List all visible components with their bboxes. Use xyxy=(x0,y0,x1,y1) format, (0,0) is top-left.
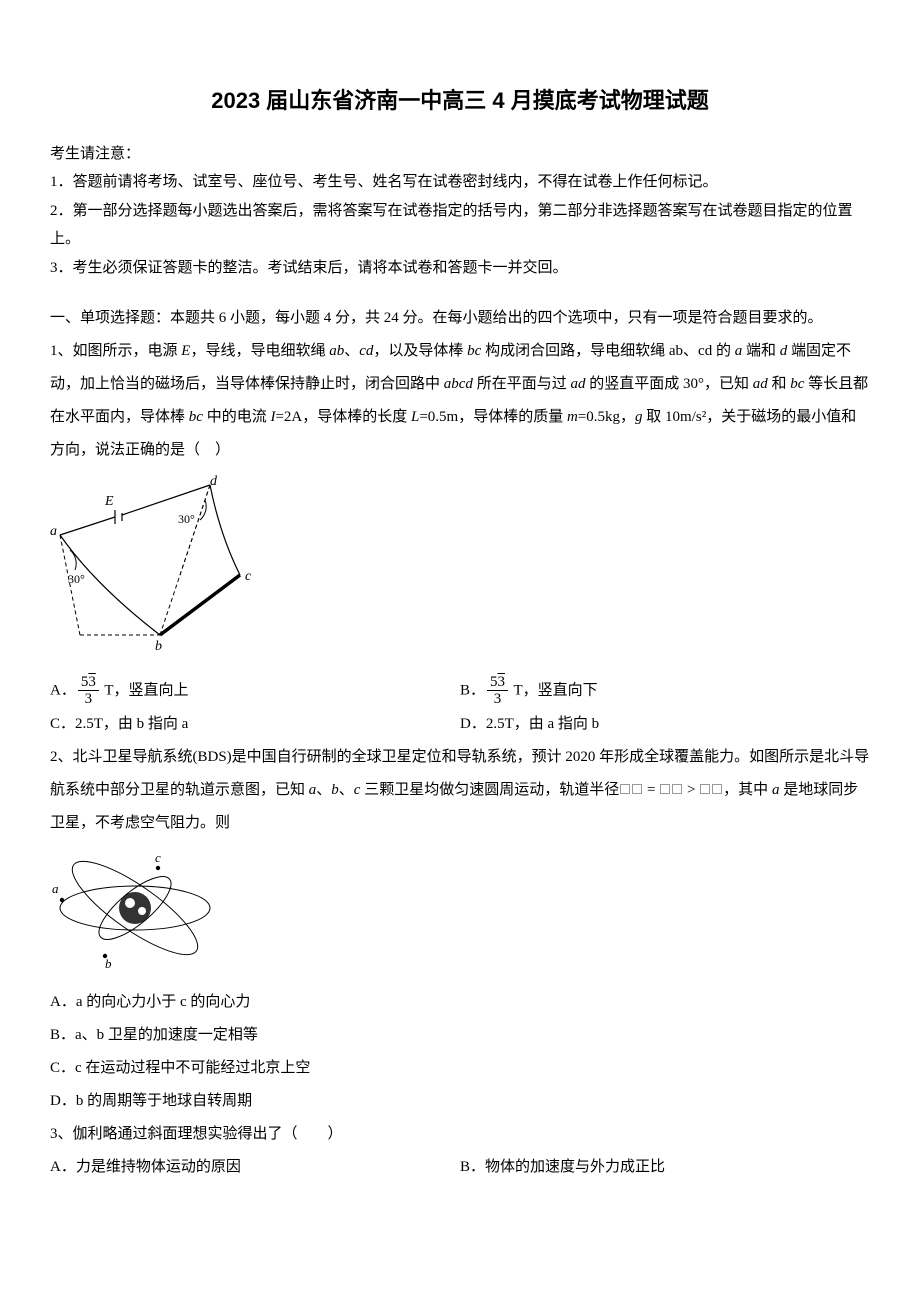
q1-text: 端和 xyxy=(742,343,780,359)
q1-var-ad2: ad xyxy=(753,376,768,392)
q1-var-bc3: bc xyxy=(189,409,203,425)
q1-text: =2A，导体棒的长度 xyxy=(275,409,411,425)
q1-option-b: B．533 T，竖直向下 xyxy=(460,674,870,708)
q1-var-ab: ab xyxy=(329,343,344,359)
label-c: c xyxy=(245,569,252,584)
question-3-options: A．力是维持物体运动的原因 B．物体的加速度与外力成正比 xyxy=(50,1151,870,1184)
q1-text: =0.5kg， xyxy=(578,409,635,425)
q1-text: ，导线，导电细软绳 xyxy=(190,343,329,359)
placeholder-icon xyxy=(672,784,682,794)
q1-text: ，以及导体棒 xyxy=(373,343,467,359)
fraction: 533 xyxy=(78,674,99,708)
label-a: a xyxy=(50,524,57,539)
q1-var-bc2: bc xyxy=(790,376,804,392)
opt-unit: T，竖直向下 xyxy=(510,682,598,698)
q1-var-g: g xyxy=(635,409,643,425)
q3-option-b: B．物体的加速度与外力成正比 xyxy=(460,1151,870,1184)
frac-num-sqrt: 3 xyxy=(498,674,506,690)
q3-option-a: A．力是维持物体运动的原因 xyxy=(50,1151,460,1184)
q1-text: 的 xyxy=(712,343,735,359)
section-1-heading: 一、单项选择题：本题共 6 小题，每小题 4 分，共 24 分。在每小题给出的四… xyxy=(50,302,870,335)
q1-var-ab2: ab xyxy=(669,343,683,359)
q1-text: 和 xyxy=(768,376,791,392)
q1-var-bc: bc xyxy=(467,343,481,359)
opt-unit: T，竖直向上 xyxy=(101,682,189,698)
notice-item-2: 2．第一部分选择题每小题选出答案后，需将答案写在试卷指定的括号内，第二部分非选择… xyxy=(50,197,870,254)
label-E: E xyxy=(104,494,114,509)
q2-text: 、 xyxy=(339,782,354,798)
placeholder-icon xyxy=(632,784,642,794)
frac-num-coef: 5 xyxy=(490,674,498,690)
label-angle2: 30° xyxy=(178,512,195,526)
q2-var-b: b xyxy=(331,782,339,798)
question-2-options: A．a 的向心力小于 c 的向心力 B．a、b 卫星的加速度一定相等 C．c 在… xyxy=(50,986,870,1118)
q1-text: 1、如图所示，电源 xyxy=(50,343,181,359)
q1-option-c: C．2.5T，由 b 指向 a xyxy=(50,708,460,741)
q1-var-abcd: abcd xyxy=(444,376,473,392)
page-title: 2023 届山东省济南一中高三 4 月摸底考试物理试题 xyxy=(50,80,870,122)
label-c: c xyxy=(155,850,161,865)
placeholder-icon xyxy=(620,784,630,794)
q1-text: 的竖直平面成 30°，已知 xyxy=(585,376,752,392)
frac-den: 3 xyxy=(78,691,99,708)
q1-var-cd2: cd xyxy=(698,343,712,359)
opt-prefix: B． xyxy=(460,682,485,698)
question-1-options-row1: A．533 T，竖直向上 B．533 T，竖直向下 xyxy=(50,674,870,708)
q2-text: ，其中 xyxy=(723,782,772,798)
label-b: b xyxy=(105,956,112,968)
q2-option-c: C．c 在运动过程中不可能经过北京上空 xyxy=(50,1052,870,1085)
fraction: 533 xyxy=(487,674,508,708)
q2-option-b: B．a、b 卫星的加速度一定相等 xyxy=(50,1019,870,1052)
question-2-figure: a b c xyxy=(50,848,870,979)
frac-den: 3 xyxy=(487,691,508,708)
question-1-options-row2: C．2.5T，由 b 指向 a D．2.5T，由 a 指向 b xyxy=(50,708,870,741)
q1-option-a: A．533 T，竖直向上 xyxy=(50,674,460,708)
q1-text: 、 xyxy=(683,343,698,359)
notice-item-3: 3．考生必须保证答题卡的整洁。考试结束后，请将本试卷和答题卡一并交回。 xyxy=(50,254,870,283)
q2-option-d: D．b 的周期等于地球自转周期 xyxy=(50,1085,870,1118)
q1-var-cd: cd xyxy=(359,343,373,359)
q1-text: 构成闭合回路，导电细软绳 xyxy=(481,343,669,359)
label-b: b xyxy=(155,639,162,654)
q1-text: 所在平面与过 xyxy=(473,376,571,392)
q1-var-m: m xyxy=(567,409,578,425)
label-a: a xyxy=(52,881,59,896)
q2-text: 三颗卫星均做匀速圆周运动，轨道半径 xyxy=(360,782,619,798)
q1-text: =0.5m，导体棒的质量 xyxy=(419,409,567,425)
notice-heading: 考生请注意： xyxy=(50,140,870,169)
label-angle1: 30° xyxy=(68,572,85,586)
placeholder-icon xyxy=(712,784,722,794)
placeholder-icon xyxy=(660,784,670,794)
frac-num-sqrt: 3 xyxy=(88,674,96,690)
orbit-diagram: a b c xyxy=(50,848,220,968)
q1-option-d: D．2.5T，由 a 指向 b xyxy=(460,708,870,741)
q1-var-ad: ad xyxy=(570,376,585,392)
question-3-stem: 3、伽利略通过斜面理想实验得出了（ ） xyxy=(50,1118,870,1151)
q2-text: 、 xyxy=(316,782,331,798)
circuit-diagram: a b c d E 30° 30° xyxy=(50,475,260,655)
label-d: d xyxy=(210,475,218,489)
q1-text: 、 xyxy=(344,343,359,359)
placeholder-icon xyxy=(700,784,710,794)
notice-item-1: 1．答题前请将考场、试室号、座位号、考生号、姓名写在试卷密封线内，不得在试卷上作… xyxy=(50,168,870,197)
opt-prefix: A． xyxy=(50,682,76,698)
question-1-figure: a b c d E 30° 30° xyxy=(50,475,870,666)
question-2-stem: 2、北斗卫星导航系统(BDS)是中国自行研制的全球卫星定位和导轨系统，预计 20… xyxy=(50,741,870,840)
q2-option-a: A．a 的向心力小于 c 的向心力 xyxy=(50,986,870,1019)
q1-text: 中的电流 xyxy=(203,409,271,425)
question-1-stem: 1、如图所示，电源 E，导线，导电细软绳 ab、cd，以及导体棒 bc 构成闭合… xyxy=(50,335,870,467)
